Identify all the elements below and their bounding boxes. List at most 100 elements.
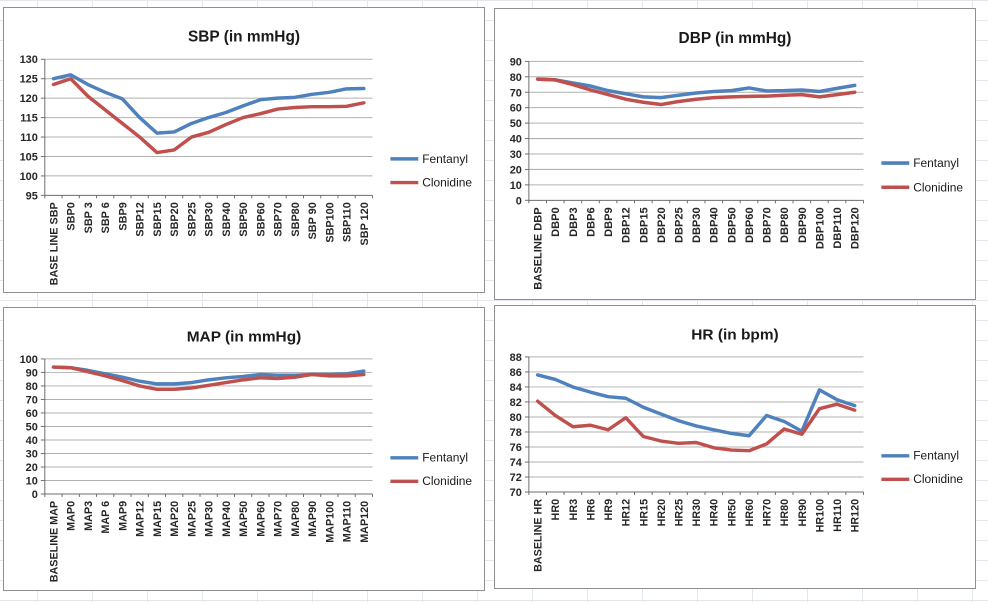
y-axis-label: 70 <box>26 394 38 406</box>
y-axis-label: 10 <box>510 180 522 192</box>
y-axis-label: 70 <box>510 487 522 499</box>
y-axis-label: 100 <box>20 354 38 366</box>
x-axis-label: HR0 <box>550 499 562 521</box>
chart-hr[interactable]: HR (in bpm) 70 72 74 76 78 80 82 84 86 88 BASELINE … <box>494 305 976 589</box>
y-axis-label: 60 <box>510 103 522 115</box>
x-axis-label: DBP90 <box>797 207 809 243</box>
legend-label-clonidine[interactable]: Clonidine <box>913 180 963 194</box>
x-axis-label: BASELINE MAP <box>48 501 60 582</box>
y-axis-label: 10 <box>26 476 38 488</box>
legend[interactable]: Fentanyl Clonidine <box>881 449 963 486</box>
x-axis-label: HR90 <box>797 499 809 527</box>
x-axis-label: DBP3 <box>568 207 580 237</box>
series-line-clonidine[interactable] <box>535 399 857 453</box>
y-axis-label: 40 <box>26 435 38 447</box>
chart-dbp[interactable]: DBP (in mmHg) 0 10 20 30 40 50 60 70 80 90 BASELINE… <box>494 8 976 300</box>
y-axis-label: 20 <box>26 462 38 474</box>
x-axis-label: MAP0 <box>66 501 78 531</box>
legend-label-clonidine[interactable]: Clonidine <box>422 474 472 488</box>
x-axis-label: DBP100 <box>814 207 826 249</box>
x-axis-label: MAP15 <box>152 501 164 537</box>
x-axis-label: SBP100 <box>324 202 336 242</box>
x-axis-label: MAP40 <box>221 501 233 537</box>
x-axis-label: MAP80 <box>290 501 302 537</box>
x-axis-label: DBP110 <box>832 207 844 248</box>
chart-title: DBP (in mmHg) <box>679 30 792 47</box>
y-axis-label: 120 <box>20 93 38 105</box>
legend[interactable]: Fentanyl Clonidine <box>390 451 472 488</box>
y-axis-label: 76 <box>510 442 522 454</box>
chart-title: HR (in bpm) <box>691 326 778 343</box>
legend-label-fentanyl[interactable]: Fentanyl <box>422 152 468 166</box>
chart-svg-sbp: SBP (in mmHg) 95 100 105 110 115 120 125 130 BASE… <box>20 29 473 286</box>
x-axis-label: SBP9 <box>117 202 129 230</box>
series-line-fentanyl[interactable] <box>51 73 366 135</box>
y-axis-label: 82 <box>510 397 522 409</box>
x-axis-label: BASE LINE SBP <box>48 202 60 285</box>
x-axis-label: SBP50 <box>238 202 250 236</box>
x-axis-label: DBP80 <box>779 207 791 243</box>
x-axis-label: DBP50 <box>726 207 738 243</box>
x-axis-label: MAP100 <box>324 501 336 543</box>
x-axis-label: HR6 <box>585 499 597 521</box>
x-axis-label: HR100 <box>814 499 826 533</box>
x-axis-label: HR70 <box>762 499 774 527</box>
y-axis-label: 80 <box>26 381 38 393</box>
series-line-clonidine[interactable] <box>535 77 857 107</box>
x-axis-label: DBP0 <box>550 207 562 237</box>
y-axis-label: 50 <box>26 421 38 433</box>
x-axis-label: BASELINE HR <box>533 499 545 572</box>
x-axis-label: DBP70 <box>762 207 774 243</box>
x-axis-label: HR120 <box>850 499 862 533</box>
x-axis-label: HR50 <box>726 499 738 527</box>
series-line-clonidine[interactable] <box>51 76 366 155</box>
x-axis-label: HR25 <box>673 499 685 527</box>
y-axis-label: 95 <box>26 190 38 202</box>
y-axis-label: 70 <box>510 87 522 99</box>
y-axis-label: 40 <box>510 134 522 146</box>
legend[interactable]: Fentanyl Clonidine <box>390 152 472 190</box>
chart-title: MAP (in mmHg) <box>187 328 302 345</box>
x-axis-label: MAP20 <box>169 501 181 537</box>
chart-sbp[interactable]: SBP (in mmHg) 95 100 105 110 115 120 125 130 BASE… <box>3 7 485 293</box>
x-axis-label: SBP15 <box>152 202 164 236</box>
y-axis-label: 88 <box>510 352 522 364</box>
legend-label-clonidine[interactable]: Clonidine <box>422 176 472 190</box>
y-axis-label: 115 <box>20 113 38 125</box>
x-axis-label: HR40 <box>709 499 721 527</box>
legend-label-fentanyl[interactable]: Fentanyl <box>913 156 959 170</box>
series-line-clonidine[interactable] <box>51 365 366 391</box>
y-axis-label: 80 <box>510 412 522 424</box>
x-axis-label: HR3 <box>568 499 580 521</box>
x-axis-label: SBP70 <box>273 202 285 236</box>
y-axis-label: 100 <box>20 171 38 183</box>
chart-map[interactable]: MAP (in mmHg) 0 10 20 30 40 50 60 70 80 90 100 BASEL… <box>3 307 485 591</box>
series-line-fentanyl[interactable] <box>535 77 857 100</box>
x-axis-label: SBP 3 <box>83 202 95 233</box>
legend-label-clonidine[interactable]: Clonidine <box>913 472 963 486</box>
x-axis-label: DBP6 <box>586 207 598 237</box>
x-axis-label: HR80 <box>779 499 791 527</box>
y-axis-label: 0 <box>516 195 522 207</box>
y-axis-label: 86 <box>510 367 522 379</box>
y-axis-label: 74 <box>510 457 522 469</box>
legend[interactable]: Fentanyl Clonidine <box>881 156 963 194</box>
x-axis-label: SBP20 <box>169 202 181 236</box>
x-axis-label: SBP40 <box>221 202 233 236</box>
y-axis-label: 78 <box>510 427 522 439</box>
x-axis-label: DBP20 <box>656 207 668 243</box>
x-axis-label: HR20 <box>656 499 668 527</box>
y-axis-label: 50 <box>510 118 522 130</box>
y-axis-label: 30 <box>26 448 38 460</box>
legend-label-fentanyl[interactable]: Fentanyl <box>913 449 959 463</box>
y-axis-label: 60 <box>26 408 38 420</box>
y-axis-label: 84 <box>510 382 522 394</box>
x-axis-label: HR12 <box>621 499 633 527</box>
x-axis-label: DBP12 <box>621 207 633 243</box>
y-axis-label: 110 <box>20 132 38 144</box>
x-axis-label: MAP30 <box>204 501 216 537</box>
legend-label-fentanyl[interactable]: Fentanyl <box>422 451 468 465</box>
x-axis-label: DBP120 <box>850 207 862 249</box>
x-axis-label: DBP40 <box>709 207 721 243</box>
